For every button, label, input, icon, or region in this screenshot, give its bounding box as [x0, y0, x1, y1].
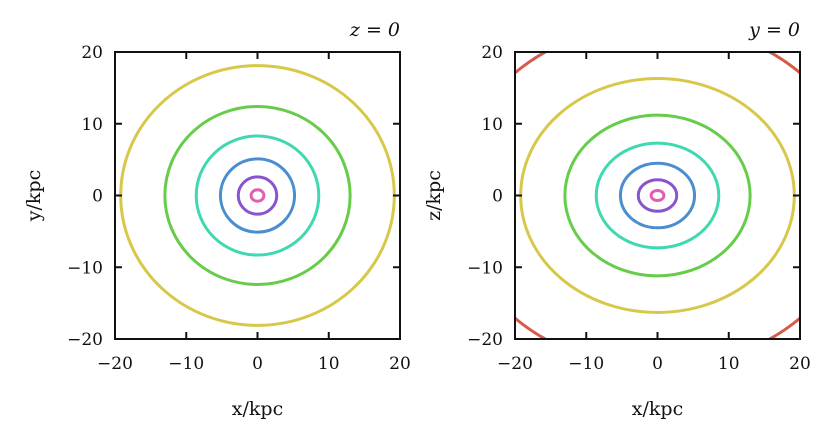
panel-2-contour-6 — [519, 77, 796, 314]
panel-1-ticks: −20 −10 0 10 20 −20 −10 0 10 20 — [67, 43, 411, 374]
panel-2-x-tick-label: 0 — [652, 354, 663, 374]
panel-1-contour-5 — [163, 105, 352, 286]
panel-1-y-tick-label: 0 — [92, 187, 103, 207]
panel-2-plot-frame — [514, 51, 801, 340]
panel-1-contour-1 — [249, 188, 266, 203]
panel-1-x-tick-label: −20 — [97, 354, 133, 374]
panel-1-contour-4 — [194, 134, 321, 257]
panel-1: −20 −10 0 10 20 −20 −10 0 10 20 z = 0 x/kpc y/kpc — [23, 19, 411, 420]
panel-2-title: y = 0 — [748, 19, 800, 41]
panel-2-y-tick-label: −20 — [467, 330, 503, 350]
panel-1-plot-frame — [114, 51, 401, 340]
panel-1-y-tick-label: 20 — [81, 43, 103, 63]
panel-2: −20 −10 0 10 20 −20 −10 0 10 20 y = 0 x/kpc z/kpc — [423, 19, 811, 420]
panel-2-contours — [515, 52, 800, 339]
panel-2-y-tick-label: 10 — [481, 115, 503, 135]
panel-1-y-axis-label: y/kpc — [23, 170, 45, 222]
panel-1-x-tick-label: 20 — [389, 354, 411, 374]
panel-2-y-axis-label: z/kpc — [423, 170, 445, 221]
panel-1-x-axis-label: x/kpc — [232, 398, 283, 420]
panel-2-x-tick-label: −20 — [497, 354, 533, 374]
panel-2-contour-4 — [594, 141, 721, 250]
panel-2-y-tick-label: 20 — [481, 43, 503, 63]
panel-2-y-tick-label: −10 — [467, 258, 503, 278]
panel-2-contour-1 — [649, 188, 666, 203]
panel-2-x-axis-label: x/kpc — [632, 398, 683, 420]
panel-2-contour-2 — [636, 178, 679, 213]
panel-2-ticks: −20 −10 0 10 20 −20 −10 0 10 20 — [467, 43, 811, 374]
panel-1-x-tick-label: 10 — [318, 354, 340, 374]
panel-1-contour-2 — [236, 175, 279, 216]
panel-2-y-tick-label: 0 — [492, 187, 503, 207]
panel-2-contour-5 — [563, 113, 752, 278]
panel-2-contour-7 — [515, 52, 800, 339]
panel-2-x-tick-label: 20 — [789, 354, 811, 374]
panel-1-contour-3 — [218, 157, 297, 234]
panel-1-x-tick-label: −10 — [168, 354, 204, 374]
panel-2-x-tick-label: 10 — [718, 354, 740, 374]
panel-1-x-tick-label: 0 — [252, 354, 263, 374]
panel-1-contour-6 — [119, 64, 396, 327]
panel-1-y-tick-label: −10 — [67, 258, 103, 278]
panel-1-y-tick-label: −20 — [67, 330, 103, 350]
panel-2-x-tick-label: −10 — [568, 354, 604, 374]
panel-1-y-tick-label: 10 — [81, 115, 103, 135]
panel-2-contour-3 — [618, 161, 697, 230]
panel-1-title: z = 0 — [349, 19, 400, 41]
